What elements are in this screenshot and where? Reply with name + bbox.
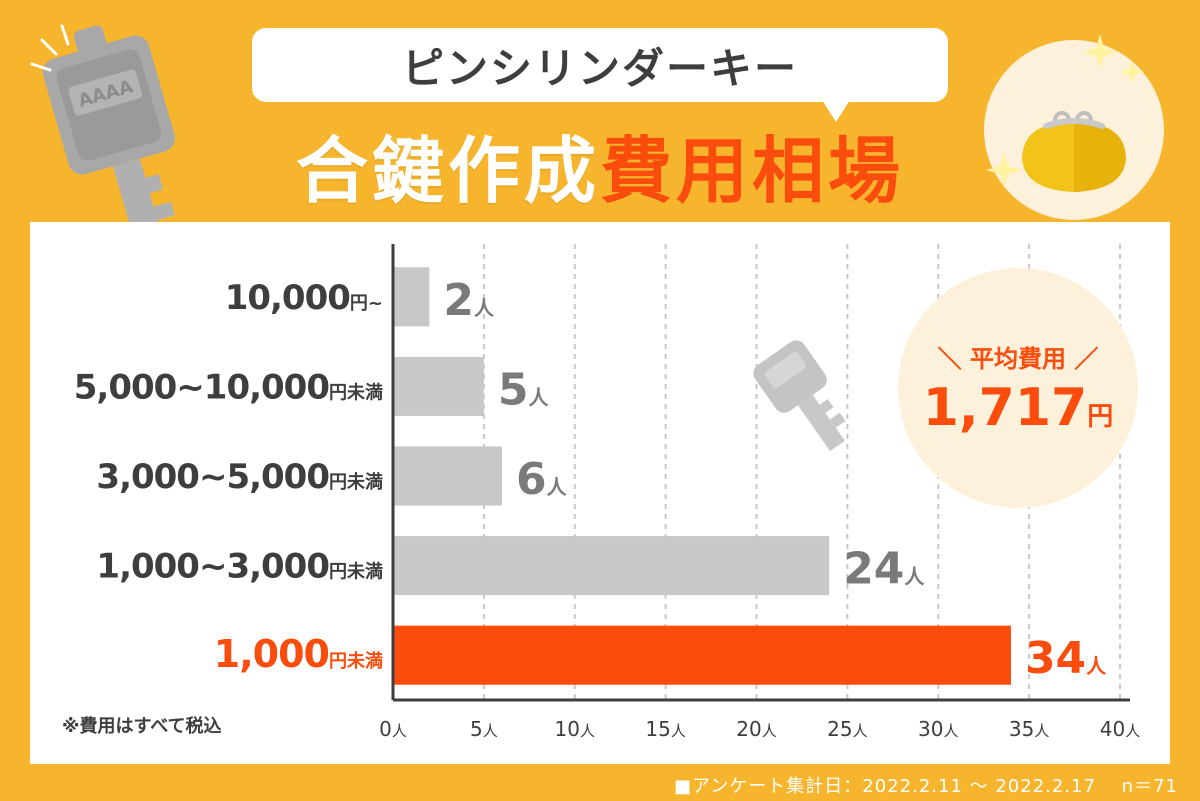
key-illustration-small	[753, 340, 846, 452]
category-label: 10,000円~	[225, 278, 383, 318]
x-tick-label: 5人	[470, 717, 498, 741]
value-label: 24人	[843, 544, 925, 595]
category-label: 1,000円未満	[214, 632, 383, 676]
sparkle-icon	[1082, 34, 1144, 84]
tax-note: ※費用はすべて税込	[62, 716, 222, 737]
x-tick-label: 30人	[918, 717, 958, 741]
bar	[393, 625, 1011, 685]
bar	[393, 446, 503, 506]
x-tick-label: 15人	[645, 717, 685, 741]
bar	[393, 356, 484, 416]
chart-title: 合鍵作成費用相場	[0, 112, 1200, 217]
purse-icon	[1022, 111, 1126, 192]
x-tick-label: 35人	[1009, 717, 1049, 741]
category-label: 3,000~5,000円未満	[96, 457, 383, 497]
chart-subtitle: ピンシリンダーキー	[401, 43, 798, 93]
bar-chart: 10,000円~ 5,000~10,000円未満 3,000~5,000円未満 1,0…	[74, 244, 1140, 741]
title-part-2: 費用相場	[600, 129, 905, 213]
x-tick-label: 10人	[555, 717, 595, 741]
average-cost-label: ＼ 平均費用 ／	[937, 344, 1099, 373]
x-tick-label: 25人	[827, 717, 867, 741]
average-cost-unit: 円	[1087, 401, 1114, 432]
average-cost-value: 1,717円	[923, 378, 1114, 438]
value-label: 34人	[1025, 633, 1107, 684]
category-label: 1,000~3,000円未満	[96, 547, 383, 587]
x-tick-label: 0人	[379, 717, 407, 741]
survey-info: ■アンケート集計日：2022.2.11 ～ 2022.2.17 n＝71	[674, 776, 1178, 797]
value-label: 6人	[516, 454, 568, 505]
average-cost-number: 1,717	[922, 377, 1088, 438]
x-tick-label: 40人	[1100, 717, 1140, 741]
value-label: 2人	[443, 275, 495, 326]
value-label: 5人	[498, 364, 550, 415]
title-part-1: 合鍵作成	[295, 129, 600, 213]
subtitle-bubble: ピンシリンダーキー	[252, 28, 948, 122]
x-tick-label: 20人	[736, 717, 776, 741]
category-label: 5,000~10,000円未満	[74, 367, 383, 407]
sparkle-icon	[986, 152, 1022, 188]
bar	[393, 267, 430, 327]
average-cost-badge: ＼ 平均費用 ／ 1,717円	[898, 268, 1138, 508]
bar	[393, 536, 830, 596]
